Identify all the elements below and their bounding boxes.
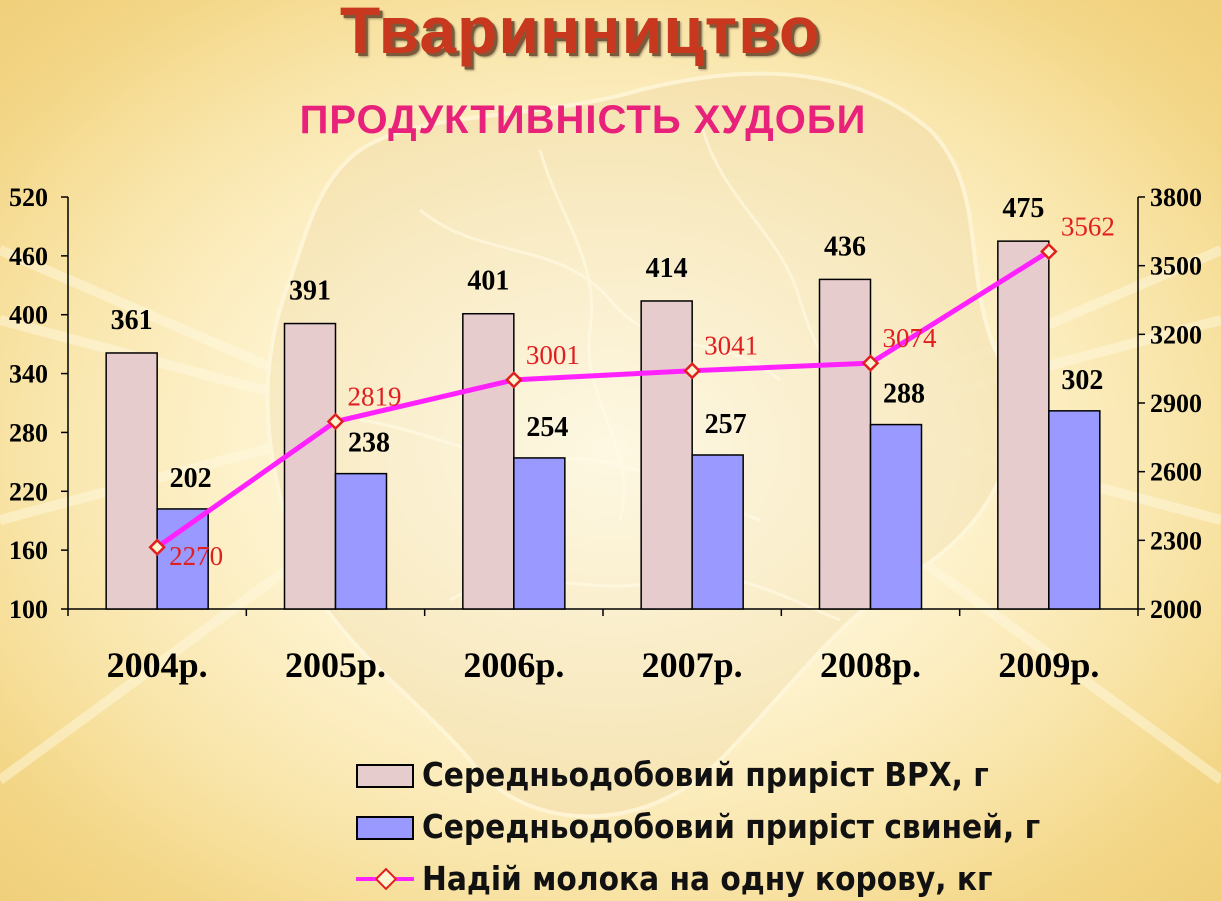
bar-pigs bbox=[691, 454, 744, 610]
data-label-milk: 3074 bbox=[883, 323, 938, 353]
y-left-tick-label: 280 bbox=[9, 418, 48, 447]
y-right-tick-label: 3800 bbox=[1150, 183, 1202, 212]
bar-pigs bbox=[1048, 410, 1101, 610]
data-label-cattle: 361 bbox=[111, 305, 153, 336]
bar-cattle bbox=[105, 352, 158, 610]
data-label-milk: 3001 bbox=[526, 340, 580, 370]
y-right-tick-label: 2900 bbox=[1150, 389, 1202, 418]
legend-label-pigs: Середньодобовий приріст свиней, г bbox=[422, 807, 1041, 846]
bar-pigs bbox=[869, 423, 923, 610]
y-left-tick-label: 160 bbox=[9, 536, 48, 565]
y-left-tick-label: 100 bbox=[9, 595, 48, 624]
x-category-label: 2008р. bbox=[820, 645, 921, 685]
bar-cattle bbox=[818, 278, 872, 610]
data-label-pigs: 257 bbox=[705, 409, 747, 440]
legend-label-milk: Надій молока на одну корову, кг bbox=[422, 859, 993, 898]
slide-subtitle: ПРОДУКТИВНІСТЬ ХУДОБИ bbox=[299, 98, 867, 142]
data-label-cattle: 401 bbox=[467, 266, 509, 297]
y-left-tick-label: 340 bbox=[9, 360, 48, 389]
y-right-tick-label: 2300 bbox=[1150, 526, 1202, 555]
bar-cattle bbox=[640, 300, 693, 610]
marker-milk bbox=[505, 371, 523, 389]
data-label-pigs: 302 bbox=[1061, 365, 1103, 396]
bar-cattle bbox=[283, 322, 337, 610]
marker-milk bbox=[1040, 242, 1058, 261]
y-left-tick-label: 460 bbox=[9, 242, 48, 271]
data-label-pigs: 288 bbox=[883, 379, 925, 410]
data-label-cattle: 436 bbox=[824, 231, 866, 262]
bar-cattle bbox=[462, 312, 515, 610]
y-right-tick-label: 3500 bbox=[1150, 252, 1202, 281]
data-label-cattle: 475 bbox=[1002, 193, 1044, 224]
data-label-pigs: 238 bbox=[348, 428, 390, 459]
y-left-tick-label: 220 bbox=[9, 477, 48, 506]
data-label-cattle: 391 bbox=[289, 276, 331, 307]
y-left-tick-label: 520 bbox=[9, 183, 48, 212]
data-label-milk: 2819 bbox=[348, 382, 402, 412]
y-right-tick-label: 2600 bbox=[1150, 458, 1202, 487]
data-label-milk: 3041 bbox=[704, 331, 758, 361]
bar-pigs bbox=[334, 472, 388, 610]
y-left-tick-label: 400 bbox=[9, 301, 48, 330]
legend-swatch-pigs bbox=[356, 816, 414, 840]
data-label-milk: 3562 bbox=[1061, 211, 1115, 241]
data-label-pigs: 202 bbox=[170, 463, 212, 494]
bar-pigs bbox=[513, 457, 566, 610]
legend-label-cattle: Середньодобовий приріст ВРХ, г bbox=[422, 755, 989, 794]
bar-cattle bbox=[997, 240, 1050, 610]
marker-milk bbox=[861, 354, 880, 372]
legend-swatch-cattle bbox=[356, 764, 414, 788]
marker-milk bbox=[326, 412, 345, 431]
x-category-label: 2009р. bbox=[998, 645, 1099, 685]
x-category-label: 2004р. bbox=[107, 645, 208, 685]
marker-milk bbox=[148, 538, 166, 556]
x-category-label: 2007р. bbox=[642, 645, 743, 685]
marker-milk bbox=[683, 361, 701, 380]
slide-title: Тваринництво bbox=[339, 0, 821, 67]
y-right-tick-label: 2000 bbox=[1150, 595, 1202, 624]
data-label-cattle: 414 bbox=[646, 253, 688, 284]
y-right-tick-label: 3200 bbox=[1150, 320, 1202, 349]
data-label-milk: 2270 bbox=[169, 541, 223, 571]
x-category-label: 2005р. bbox=[285, 645, 386, 685]
data-label-pigs: 254 bbox=[526, 412, 568, 443]
line-milk bbox=[155, 249, 1051, 550]
x-category-label: 2006р. bbox=[463, 645, 564, 685]
bar-pigs bbox=[156, 508, 209, 610]
